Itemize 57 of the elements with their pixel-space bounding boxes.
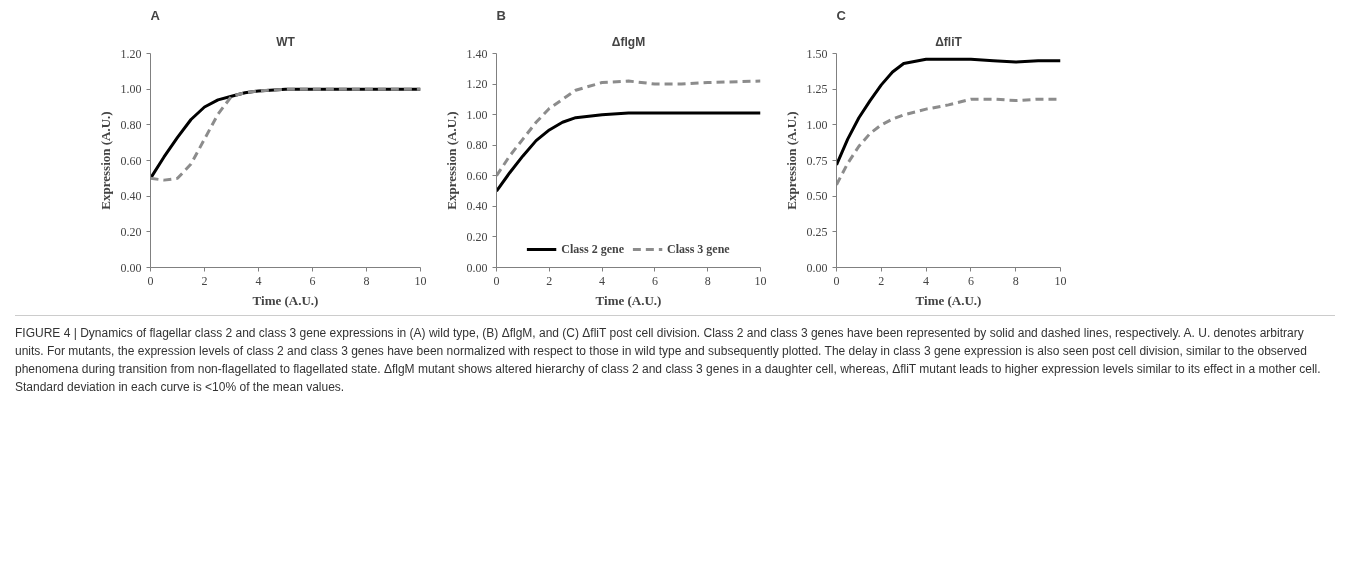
y-tick-label: 0.25: [806, 224, 828, 239]
legend-label: Class 3 gene: [667, 241, 730, 257]
y-tick-label: 0.00: [120, 260, 142, 275]
line-series: [836, 57, 1061, 167]
y-tick-label: 0.20: [466, 229, 488, 244]
x-axis-title: Time (A.U.): [252, 292, 319, 308]
x-tick-label: 4: [599, 273, 606, 288]
chart-subtitle: ΔflgM: [611, 34, 646, 49]
legend-label: Class 2 gene: [561, 241, 624, 257]
y-tick-label: 1.00: [806, 117, 828, 132]
x-tick-label: 10: [414, 273, 427, 288]
caption: FIGURE 4 | Dynamics of flagellar class 2 and class 3 gene expressions in (A) wild type, (B) ΔflgM, and (C) ΔfliT post cell division. Class 2 and class 3 genes have been represented by solid and dashed lines, respectively. A. U. denotes arbitrary units. For mutants, the expression levels of class 2 and class 3 genes have been normalized with respect to those in wild type and subsequently plotted. The delay in class 3 gene expression is also seen post cell division, similar to the observed phenomena during transition from non-flagellated to flagellated state. ΔflgM mutant shows altered hierarchy of class 2 and class 3 genes in a daughter cell, whereas, ΔfliT mutant leads to higher expression levels similar to its effect in a mother cell. Standard deviation in each curve is <10% of the mean values.: [15, 325, 1322, 396]
x-tick-label: 0: [493, 273, 500, 288]
x-tick-label: 4: [255, 273, 262, 288]
y-axis-title: Expression (A.U.): [443, 111, 459, 210]
y-tick-label: 0.00: [466, 260, 488, 275]
y-axis-title: Expression (A.U.): [783, 111, 799, 210]
x-tick-label: 6: [651, 273, 658, 288]
x-tick-label: 10: [1054, 273, 1067, 288]
x-tick-label: 10: [754, 273, 767, 288]
y-tick-label: 0.75: [806, 153, 828, 168]
chart-title: B: [496, 7, 506, 23]
x-tick-label: 6: [967, 273, 974, 288]
y-tick-label: 1.20: [120, 46, 142, 61]
y-tick-label: 1.50: [806, 46, 828, 61]
x-tick-label: 6: [309, 273, 316, 288]
x-tick-label: 8: [363, 273, 370, 288]
y-tick-label: 0.00: [806, 260, 828, 275]
x-tick-label: 8: [1012, 273, 1019, 288]
x-tick-label: 0: [147, 273, 154, 288]
y-tick-label: 0.20: [120, 224, 142, 239]
chart-subtitle: ΔfliT: [935, 34, 963, 49]
y-tick-label: 0.80: [120, 117, 142, 132]
y-tick-label: 0.60: [466, 168, 488, 183]
x-tick-label: 4: [923, 273, 930, 288]
y-tick-label: 1.40: [466, 46, 488, 61]
y-tick-label: 0.50: [806, 189, 828, 204]
chart-title: A: [150, 7, 161, 23]
y-tick-label: 1.00: [466, 107, 488, 122]
x-axis-title: Time (A.U.): [595, 292, 662, 308]
line-series: [496, 111, 761, 193]
x-axis-title: Time (A.U.): [915, 292, 982, 308]
y-tick-label: 1.25: [806, 82, 828, 97]
x-tick-label: 2: [201, 273, 208, 288]
x-tick-label: 8: [704, 273, 711, 288]
x-tick-label: 2: [546, 273, 553, 288]
y-tick-label: 1.00: [120, 82, 142, 97]
y-tick-label: 1.20: [466, 77, 488, 92]
y-tick-label: 0.80: [466, 138, 488, 153]
x-tick-label: 2: [878, 273, 885, 288]
chart-subtitle: WT: [276, 34, 296, 49]
y-tick-label: 0.40: [466, 199, 488, 214]
chart-title: C: [836, 7, 847, 23]
y-axis-title: Expression (A.U.): [97, 111, 113, 210]
y-tick-label: 0.60: [120, 153, 142, 168]
y-tick-label: 0.40: [120, 189, 142, 204]
x-tick-label: 0: [833, 273, 840, 288]
